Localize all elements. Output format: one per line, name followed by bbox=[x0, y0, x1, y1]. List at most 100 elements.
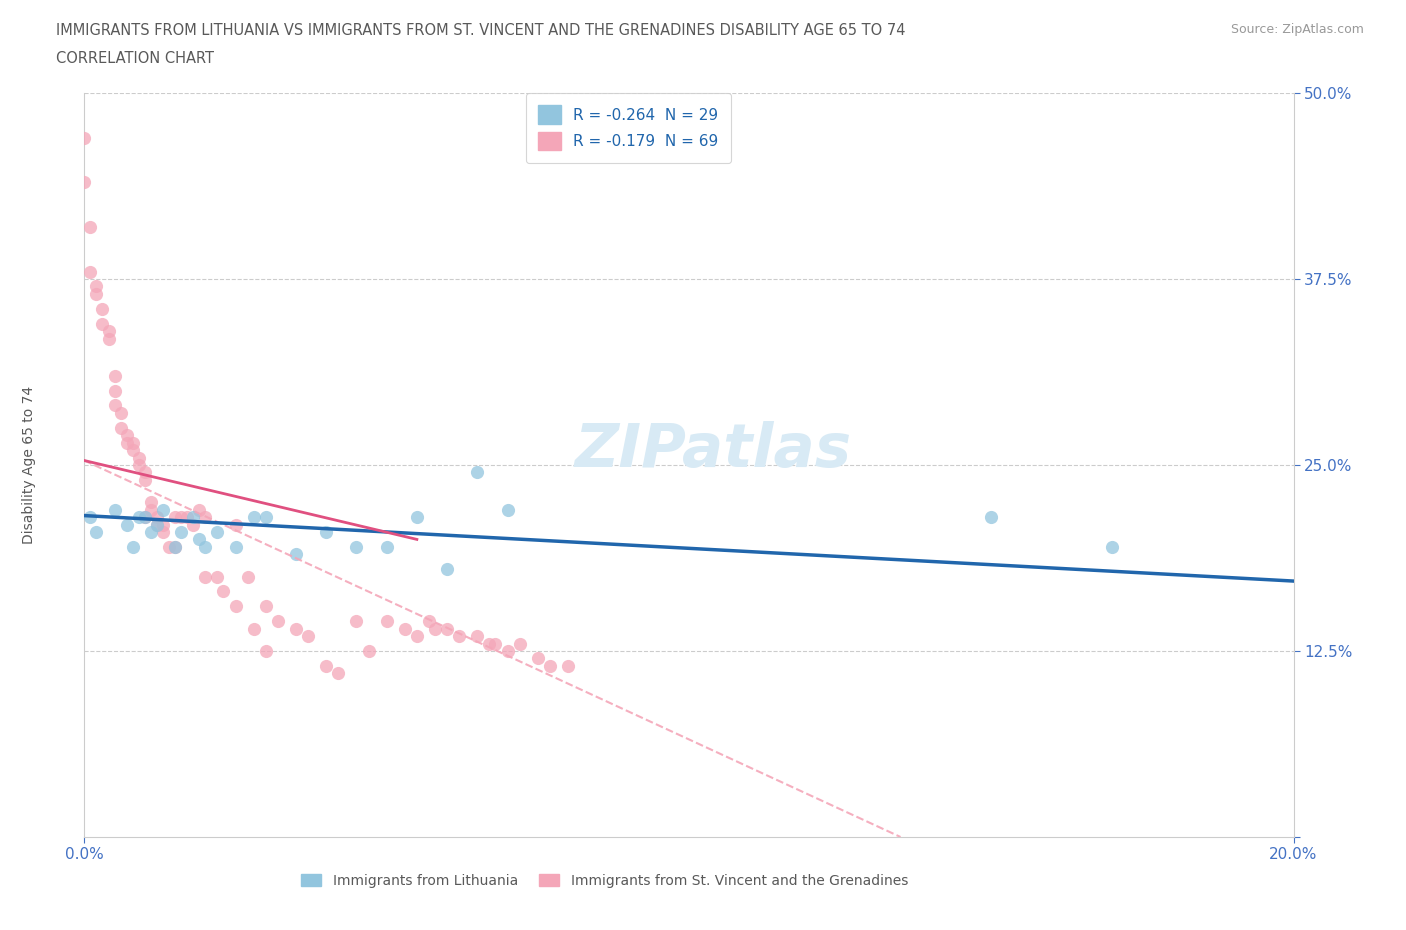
Point bbox=[254, 599, 277, 614]
Point bbox=[170, 510, 193, 525]
Point bbox=[97, 331, 120, 346]
Point bbox=[134, 510, 156, 525]
Point bbox=[139, 502, 162, 517]
Point bbox=[254, 644, 277, 658]
Point bbox=[115, 517, 138, 532]
Point bbox=[194, 569, 217, 584]
Point bbox=[134, 472, 156, 487]
Point bbox=[225, 517, 247, 532]
Point bbox=[79, 264, 101, 279]
Point bbox=[157, 539, 180, 554]
Point bbox=[467, 465, 489, 480]
Point bbox=[170, 525, 193, 539]
Point bbox=[538, 658, 561, 673]
Point bbox=[267, 614, 290, 629]
Point bbox=[134, 465, 156, 480]
Point bbox=[134, 510, 156, 525]
Point bbox=[418, 614, 440, 629]
Point bbox=[225, 599, 247, 614]
Point bbox=[121, 443, 143, 458]
Point bbox=[484, 636, 506, 651]
Point bbox=[496, 502, 519, 517]
Point bbox=[104, 502, 127, 517]
Point bbox=[194, 510, 217, 525]
Text: CORRELATION CHART: CORRELATION CHART bbox=[56, 51, 214, 66]
Point bbox=[181, 510, 204, 525]
Point bbox=[242, 510, 264, 525]
Point bbox=[346, 614, 368, 629]
Point bbox=[436, 621, 458, 636]
Point bbox=[104, 368, 127, 383]
Point bbox=[509, 636, 531, 651]
Point bbox=[163, 539, 186, 554]
Point bbox=[242, 621, 264, 636]
Point bbox=[346, 539, 368, 554]
Point bbox=[128, 458, 150, 472]
Point bbox=[328, 666, 350, 681]
Point bbox=[110, 405, 132, 420]
Point bbox=[357, 644, 380, 658]
Point bbox=[79, 510, 101, 525]
Point bbox=[375, 614, 398, 629]
Point bbox=[284, 547, 308, 562]
Point bbox=[146, 517, 169, 532]
Point bbox=[207, 525, 229, 539]
Point bbox=[394, 621, 416, 636]
Point bbox=[139, 525, 162, 539]
Point bbox=[181, 517, 204, 532]
Point bbox=[188, 532, 211, 547]
Point bbox=[526, 651, 548, 666]
Point bbox=[97, 324, 120, 339]
Point bbox=[152, 502, 174, 517]
Legend: Immigrants from Lithuania, Immigrants from St. Vincent and the Grenadines: Immigrants from Lithuania, Immigrants fr… bbox=[295, 869, 914, 894]
Point bbox=[163, 510, 186, 525]
Point bbox=[121, 539, 143, 554]
Point bbox=[146, 517, 169, 532]
Point bbox=[86, 286, 108, 301]
Point bbox=[176, 510, 198, 525]
Text: ZIPatlas: ZIPatlas bbox=[575, 420, 852, 480]
Point bbox=[73, 175, 96, 190]
Point bbox=[128, 450, 150, 465]
Point bbox=[91, 316, 114, 331]
Point bbox=[375, 539, 398, 554]
Point bbox=[284, 621, 308, 636]
Point bbox=[406, 510, 429, 525]
Point bbox=[121, 435, 143, 450]
Point bbox=[115, 428, 138, 443]
Point bbox=[79, 219, 101, 234]
Point bbox=[315, 525, 337, 539]
Point bbox=[297, 629, 319, 644]
Point bbox=[207, 569, 229, 584]
Point bbox=[423, 621, 446, 636]
Point bbox=[496, 644, 519, 658]
Point bbox=[110, 420, 132, 435]
Point bbox=[467, 629, 489, 644]
Point bbox=[449, 629, 471, 644]
Point bbox=[1101, 539, 1123, 554]
Point bbox=[478, 636, 501, 651]
Point bbox=[73, 130, 96, 145]
Point bbox=[146, 510, 169, 525]
Point bbox=[254, 510, 277, 525]
Point bbox=[163, 539, 186, 554]
Point bbox=[86, 279, 108, 294]
Point bbox=[436, 562, 458, 577]
Point bbox=[980, 510, 1002, 525]
Y-axis label: Disability Age 65 to 74: Disability Age 65 to 74 bbox=[21, 386, 35, 544]
Point bbox=[194, 539, 217, 554]
Point bbox=[236, 569, 259, 584]
Point bbox=[152, 525, 174, 539]
Point bbox=[225, 539, 247, 554]
Point bbox=[406, 629, 429, 644]
Point bbox=[104, 383, 127, 398]
Point bbox=[152, 517, 174, 532]
Point bbox=[315, 658, 337, 673]
Text: Source: ZipAtlas.com: Source: ZipAtlas.com bbox=[1230, 23, 1364, 36]
Point bbox=[86, 525, 108, 539]
Point bbox=[188, 502, 211, 517]
Text: IMMIGRANTS FROM LITHUANIA VS IMMIGRANTS FROM ST. VINCENT AND THE GRENADINES DISA: IMMIGRANTS FROM LITHUANIA VS IMMIGRANTS … bbox=[56, 23, 905, 38]
Point bbox=[139, 495, 162, 510]
Point bbox=[557, 658, 579, 673]
Point bbox=[212, 584, 235, 599]
